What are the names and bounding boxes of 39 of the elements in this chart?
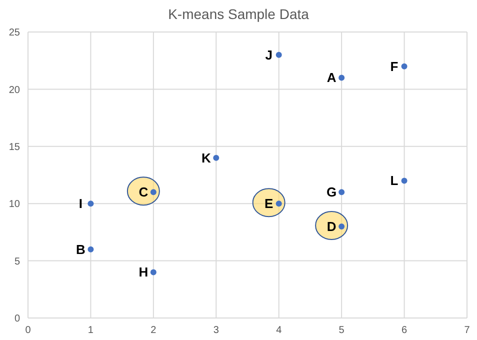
annotation: I (78, 196, 83, 212)
x-tick-label: 4 (276, 325, 282, 336)
annotation: H (138, 264, 148, 280)
x-tick-label: 6 (402, 325, 408, 336)
x-tick-label: 1 (88, 325, 94, 336)
point (150, 269, 156, 276)
y-tick-label: 5 (14, 256, 20, 268)
annotation: C (138, 184, 149, 200)
annotation: J (265, 47, 272, 62)
point (276, 200, 282, 207)
point (276, 52, 282, 58)
point (401, 63, 408, 70)
annotation: E (264, 196, 274, 212)
point (213, 154, 220, 161)
point (338, 74, 345, 81)
annotation: D (326, 218, 336, 234)
annotation: B (76, 242, 86, 257)
annotation: A (326, 70, 337, 86)
point (150, 189, 156, 196)
y-tick-label: 20 (8, 84, 20, 96)
point (401, 178, 408, 184)
y-tick-label: 25 (8, 28, 20, 39)
x-tick-label: 2 (150, 325, 157, 336)
y-tick-label: 15 (8, 142, 20, 153)
x-tick-label: 7 (464, 325, 470, 336)
annotation: G (326, 184, 337, 200)
x-tick-label: 5 (338, 325, 345, 336)
y-tick-label: 0 (14, 314, 20, 325)
point (88, 246, 94, 252)
point (338, 223, 345, 230)
chart-title: K-means Sample Data (167, 6, 310, 22)
x-tick-label: 3 (213, 325, 220, 336)
annotation: F (390, 58, 398, 74)
x-tick-label: 0 (25, 325, 32, 336)
annotation: L (390, 173, 398, 188)
point (88, 200, 94, 207)
annotation: K (201, 150, 212, 166)
y-tick-label: 10 (8, 199, 20, 210)
point (338, 189, 345, 196)
